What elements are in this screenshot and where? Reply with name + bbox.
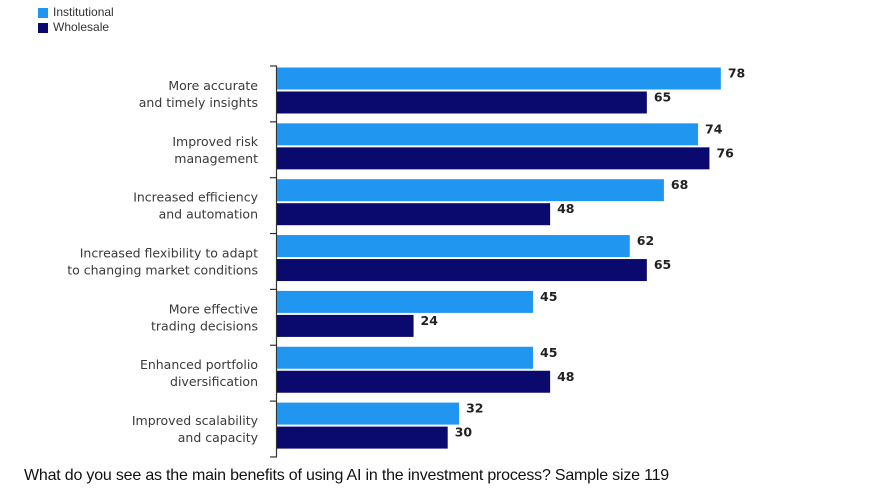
bar-wholesale [277,203,551,226]
value-label: 68 [671,177,688,192]
value-label: 45 [540,345,557,360]
bar-wholesale [277,147,710,170]
chart-caption: What do you see as the main benefits of … [24,467,669,484]
value-label: 78 [728,66,745,81]
legend-label-institutional: Institutional [53,5,114,19]
bar-institutional [277,235,630,258]
legend-label-wholesale: Wholesale [53,20,110,34]
value-label: 45 [540,289,557,304]
legend-swatch-wholesale [38,22,48,33]
value-label: 76 [716,145,734,160]
legend-item-wholesale: Wholesale [38,20,114,35]
bar-institutional [277,67,721,90]
value-label: 24 [421,313,439,328]
category-label: Improved risk management [172,134,258,166]
category-label: More accurate and timely insights [139,78,259,110]
bar-institutional [277,290,534,313]
legend-item-institutional: Institutional [38,5,114,20]
value-label: 32 [466,401,483,416]
value-label: 74 [705,121,723,136]
category-label: Improved scalability and capacity [132,413,259,445]
value-label: 65 [654,257,671,272]
bar-wholesale [277,314,414,337]
value-label: 62 [637,233,654,248]
bar-institutional [277,123,699,146]
bar-institutional [277,179,664,202]
bar-wholesale [277,370,551,393]
bar-institutional [277,402,460,425]
legend-swatch-institutional [38,7,48,18]
category-label: Increased efficiency and automation [133,190,258,222]
bar-wholesale [277,426,448,449]
bar-institutional [277,346,534,369]
bar-wholesale [277,259,647,282]
category-label: Enhanced portfolio diversification [140,357,258,389]
value-label: 65 [654,90,671,105]
value-label: 30 [455,425,473,440]
value-label: 48 [557,369,574,384]
bar-wholesale [277,91,647,114]
category-label: Increased flexibility to adapt to changin… [67,245,258,277]
category-label: More effective trading decisions [151,301,258,333]
legend: Institutional Wholesale [38,5,114,35]
value-label: 48 [557,201,574,216]
